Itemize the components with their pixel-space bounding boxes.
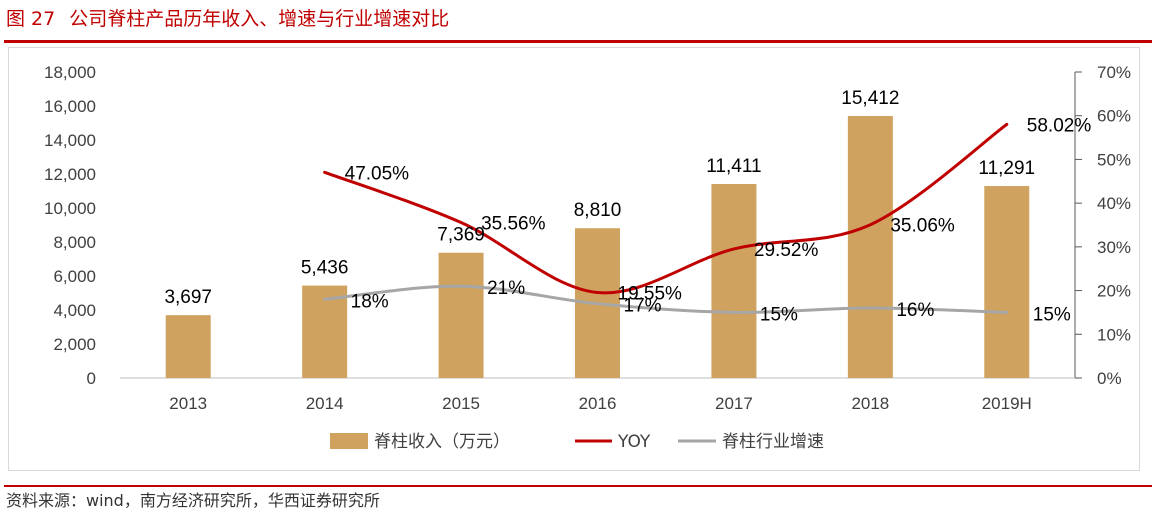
left-axis-tick-label: 6,000: [53, 267, 96, 286]
right-axis-tick-label: 10%: [1097, 325, 1131, 344]
legend-yoy-label: YOY: [617, 432, 651, 452]
yoy-point-label: 58.02%: [1027, 115, 1092, 136]
yoy-line: [323, 122, 1009, 295]
industry-growth-line: [323, 284, 1009, 314]
right-axis-tick-label: 70%: [1097, 63, 1131, 82]
revenue-bar-label: 8,810: [574, 200, 622, 221]
revenue-bar-label: 11,291: [978, 158, 1035, 179]
industry-growth-point-label: 18%: [351, 291, 389, 312]
industry-growth-point-label: 15%: [760, 304, 798, 325]
x-axis-category-label: 2013: [169, 394, 207, 413]
industry-growth-point-label: 15%: [1033, 304, 1071, 325]
revenue-bar: [438, 252, 484, 378]
right-axis-tick-label: 40%: [1097, 194, 1131, 213]
figure-title: 图 27 公司脊柱产品历年收入、增速与行业增速对比: [6, 2, 449, 36]
left-axis-tick-label: 8,000: [53, 233, 96, 252]
left-axis-tick-label: 10,000: [44, 199, 96, 218]
yoy-point-label: 19.55%: [618, 284, 683, 305]
revenue-bar-label: 3,697: [164, 287, 212, 308]
right-axis-tick-label: 20%: [1097, 282, 1131, 301]
x-axis-category-label: 2018: [851, 394, 889, 413]
left-axis-tick-label: 14,000: [44, 131, 96, 150]
right-axis-tick-label: 0%: [1097, 369, 1122, 388]
revenue-bar: [984, 186, 1030, 378]
industry-growth-point-label: 21%: [487, 278, 525, 299]
yoy-point-label: 47.05%: [345, 163, 410, 184]
revenue-bar-label: 7,369: [437, 225, 485, 246]
revenue-bar: [711, 184, 757, 378]
legend: 脊柱收入（万元） YOY 脊柱行业增速: [330, 432, 824, 452]
revenue-bar-label: 5,436: [301, 258, 349, 279]
left-axis-tick-label: 4,000: [53, 301, 96, 320]
bars-layer: [165, 115, 1030, 378]
left-axis-tick-label: 2,000: [53, 335, 96, 354]
left-axis-tick-label: 18,000: [44, 63, 96, 82]
source-divider: [4, 485, 1152, 487]
industry-growth-point-label: 17%: [624, 296, 662, 317]
source-note: 资料来源：wind，南方经济研究所，华西证券研究所: [6, 491, 380, 510]
x-axis-category-label: 2014: [306, 394, 344, 413]
axes-layer: 0 2,000 4,000 6,000 8,000 10,000 12,000 14,000 1…: [44, 63, 1131, 413]
figure-title-text: 公司脊柱产品历年收入、增速与行业增速对比: [69, 8, 450, 30]
revenue-bar-label: 15,412: [841, 88, 899, 109]
legend-revenue-label: 脊柱收入（万元）: [374, 432, 510, 452]
figure-number: 图 27: [6, 8, 56, 30]
x-axis-category-label: 2015: [442, 394, 480, 413]
left-axis-tick-label: 16,000: [44, 97, 96, 116]
revenue-bar: [847, 115, 893, 378]
yoy-point-label: 35.56%: [481, 214, 546, 235]
revenue-bar: [165, 315, 211, 378]
left-axis-tick-label: 0: [87, 369, 96, 388]
x-axis-category-label: 2017: [715, 394, 753, 413]
title-divider: [4, 40, 1152, 43]
left-axis-tick-label: 12,000: [44, 165, 96, 184]
legend-revenue-swatch: [330, 433, 368, 449]
labels-layer: 3,697 5,436 7,369 8,810 11,411 15,412 11,291 47…: [164, 88, 1091, 325]
lines-layer: [323, 122, 1009, 314]
revenue-bar-label: 11,411: [706, 156, 761, 177]
right-axis-tick-label: 50%: [1097, 150, 1131, 169]
x-axis-category-label: 2016: [579, 394, 617, 413]
legend-industry-label: 脊柱行业增速: [722, 432, 824, 452]
right-axis-tick-label: 30%: [1097, 238, 1131, 257]
yoy-point-label: 35.06%: [890, 216, 955, 237]
right-axis-tick-label: 60%: [1097, 107, 1131, 126]
x-axis-category-label: 2019H: [982, 394, 1032, 413]
chart-frame: [8, 47, 1140, 471]
revenue-bar: [302, 285, 348, 378]
yoy-point-label: 29.52%: [754, 240, 819, 261]
industry-growth-point-label: 16%: [896, 300, 934, 321]
